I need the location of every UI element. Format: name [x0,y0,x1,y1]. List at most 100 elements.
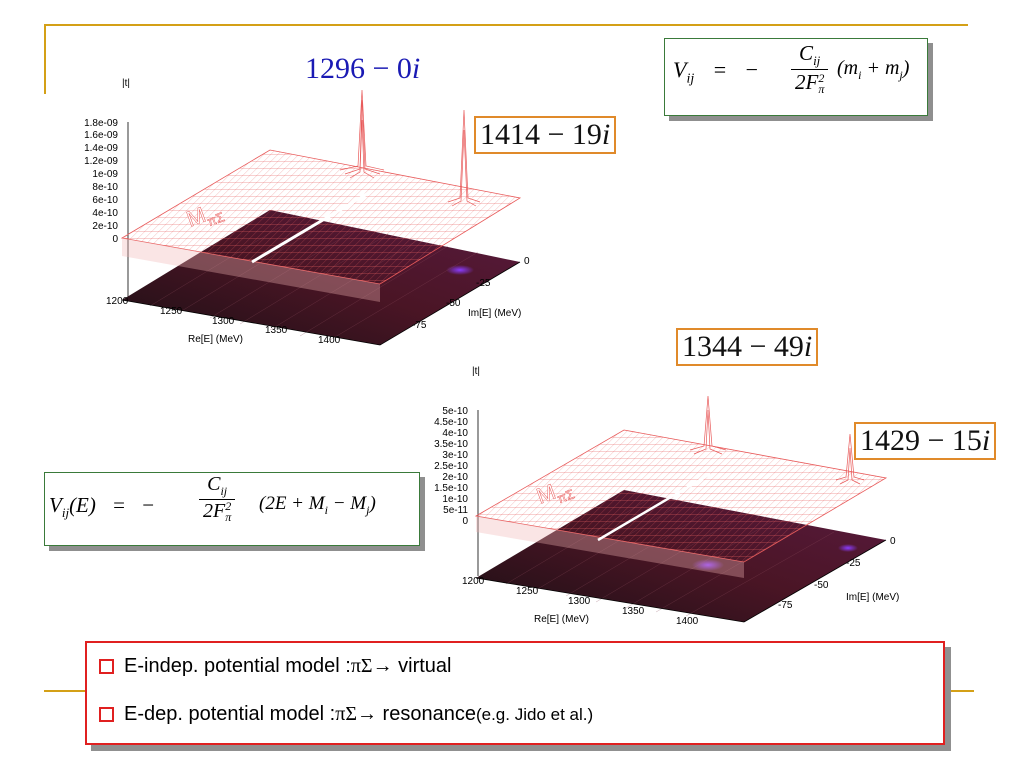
plot2-peak-1429 [835,433,865,485]
formula-close: ) [902,57,910,79]
plot2-ztick: 2e-10 [442,472,468,483]
plot2-xtick: 1200 [462,576,485,587]
plot2-ztick: 5e-11 [443,505,468,516]
bullet-square-icon [99,659,114,674]
formula-fraction: Cij 2F 2 π [791,41,829,97]
formula-energy-dependent: Vij(E) = − Cij 2F 2 π (2E + Mi − Mj) [44,472,420,546]
plot1-threshold-line [251,190,371,264]
plot2-xticks: 1200 1250 1300 1350 1400 [462,576,699,627]
formula-plus: + m [861,57,900,79]
plot1-zlabel: |t| [122,78,130,89]
plot2-ztick: 4.5e-10 [434,417,468,428]
plot1-zticks: 1.8e-09 1.6e-09 1.4e-09 1.2e-09 1e-09 8e… [84,118,118,245]
bullet2-note: (e.g. Jido et al.) [475,704,594,724]
plot2-xtick: 1300 [568,596,591,607]
plot2-ztick: 3.5e-10 [434,439,468,450]
plot2-xtick: 1350 [622,606,645,617]
formula-den-sub: π [818,82,825,97]
plot1-ytick: -50 [446,298,461,309]
bullet1-result: → virtual [372,655,452,677]
plot2-ytick: -75 [778,600,793,611]
pole-label-1344-text: 1344 − 49 [682,330,804,363]
pole-label-1296-text: 1296 − 0 [305,52,412,85]
formula-num: C [799,41,814,65]
plot1-xtick: 1250 [160,306,183,317]
plot1-xtick: 1350 [265,325,288,336]
plot2-ylabel: Im[E] (MeV) [846,592,899,603]
plot2-zlabel: |t| [472,366,480,377]
plot2-ytick: 0 [890,536,896,547]
plot1-ytick: -75 [412,320,427,331]
pole-label-1429-text: 1429 − 15 [860,424,982,457]
formula2-close: ) [369,493,376,514]
plot2-threshold-sub: πΣ [555,486,576,506]
plot1-xlabel: Re[E] (MeV) [188,334,243,345]
conclusion-box: E-indep. potential model : πΣ → virtual … [85,641,945,745]
formula2-eq: = [113,493,125,517]
formula2-den: 2F [203,500,226,522]
formula-tail: (m [837,57,859,79]
left-rule [44,24,46,94]
plot1-mesh [120,149,522,285]
plot2-yticks: 0 -25 -50 -75 [778,536,896,611]
plot2-threshold-line [597,472,711,542]
plot2-xtick: 1250 [516,586,539,597]
bullet1-text: E-indep. potential model : [124,655,351,677]
plot1-ztick: 1.6e-09 [84,130,118,141]
bullet-energy-independent: E-indep. potential model : πΣ → virtual [99,655,451,678]
plot1-ztick: 2e-10 [92,221,118,232]
formula-lhs-sub: ij [686,71,695,87]
plot1-peak-1414 [447,109,481,207]
plot2-zticks: 5e-10 4.5e-10 4e-10 3.5e-10 3e-10 2.5e-1… [434,406,468,527]
plot1-ztick: 8e-10 [92,182,118,193]
bullet-energy-dependent: E-dep. potential model : πΣ → resonance … [99,703,593,726]
formula-den-sup: 2 [818,71,825,86]
bullet2-text: E-dep. potential model : [124,703,336,725]
plot2-ztick: 4e-10 [442,428,468,439]
formula-eq: = [713,57,727,82]
plot1-threshold-sub: πΣ [205,209,226,229]
plot1-ytick: 0 [524,256,530,267]
formula2-den-sub: π [225,510,232,525]
pole-label-1414-text: 1414 − 19 [480,118,602,151]
plot1-ztick: 4e-10 [92,208,118,219]
pole-label-1344-i: i [803,330,813,363]
plot1-ytick: -25 [476,278,491,289]
bullet1-greek: πΣ [350,655,373,677]
plot2-ztick: 2.5e-10 [434,461,468,472]
plot2-ytick: -50 [814,580,829,591]
plot1-xtick: 1200 [106,296,129,307]
formula2-den-sup: 2 [225,499,232,514]
pole-label-1429: 1429 − 15i [854,422,997,460]
plot1-xtick: 1300 [212,316,235,327]
plot2-ztick: 1.5e-10 [434,483,468,494]
plot2-ztick: 1e-10 [442,494,468,505]
formula2-arg: (E) [69,493,96,517]
plot2-ztick: 0 [462,516,468,527]
plot2-peak-1344 [689,395,727,455]
formula-tail-i: i [858,68,862,82]
pole-label-1414: 1414 − 19i [474,116,617,154]
plot1-ztick: 6e-10 [92,195,118,206]
plot1-peak-1296 [339,89,385,179]
pole-label-1344: 1344 − 49i [676,328,819,366]
formula2-tail-j: j [366,502,370,517]
formula2-minus: − [142,493,155,517]
plot1-ylabel: Im[E] (MeV) [468,308,521,319]
bullet2-greek: πΣ [335,703,357,725]
pole-label-1296-i: i [411,52,421,85]
top-rule [44,24,968,26]
plot2-ytick: -25 [846,558,861,569]
surface-plot-2: |t| 5e-10 4.5e-10 4e-10 3.5e-10 3e-10 2.… [434,366,899,627]
plot1-xtick: 1400 [318,335,341,346]
plot1-ztick: 0 [112,234,118,245]
bullet2-result: → resonance [357,703,476,725]
bullet-square-icon [99,707,114,722]
formula2-lhs: V [49,493,62,517]
formula-energy-independent: Vij = − Cij 2F 2 π (mi + mj) [664,38,928,116]
plot2-xlabel: Re[E] (MeV) [534,614,589,625]
formula2-minus2: − M [327,493,367,514]
formula2-tail-i: i [324,502,328,517]
plot2-mesh [474,429,888,563]
plot1-yticks: 0 -25 -50 -75 [412,256,530,331]
